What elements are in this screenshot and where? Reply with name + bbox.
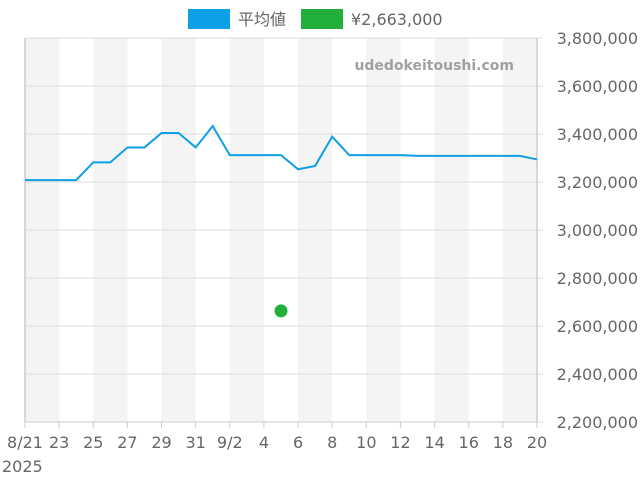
x-tick-label: 10 [356,433,376,452]
y-tick-label: 3,600,000 [557,77,638,96]
y-tick-label: 2,400,000 [557,365,638,384]
watermark: udedokeitoushi.com [354,58,514,74]
y-tick-label: 3,400,000 [557,125,638,144]
x-tick-label: 25 [83,433,103,452]
legend-swatch-average[interactable] [188,9,230,29]
x-tick-label: 27 [117,433,137,452]
average-price-line [25,124,538,182]
current-price-point [274,304,288,318]
legend-swatch-price[interactable] [301,9,343,29]
x-tick-label: 14 [424,433,444,452]
x-tick-label: 20 [527,433,547,452]
x-year-label: 2025 [2,457,43,476]
x-tick-label: 18 [493,433,513,452]
legend-label-average[interactable]: 平均値 [238,10,286,29]
y-tick-label: 2,600,000 [557,317,638,336]
x-tick-label: 4 [259,433,269,452]
y-tick-label: 2,800,000 [557,269,638,288]
legend-label-price[interactable]: ¥2,663,000 [351,10,443,29]
x-tick-label: 23 [49,433,69,452]
y-tick-label: 2,200,000 [557,413,638,432]
x-tick-label: 31 [185,433,205,452]
x-tick-label: 29 [151,433,171,452]
x-tick-label: 12 [390,433,410,452]
x-tick-label: 6 [293,433,303,452]
x-tick-label: 8/21 [7,433,43,452]
y-tick-label: 3,200,000 [557,173,638,192]
x-tick-label: 16 [459,433,479,452]
y-tick-label: 3,000,000 [557,221,638,240]
y-tick-label: 3,800,000 [557,29,638,48]
x-tick-label: 8 [327,433,337,452]
x-tick-label: 9/2 [217,433,243,452]
